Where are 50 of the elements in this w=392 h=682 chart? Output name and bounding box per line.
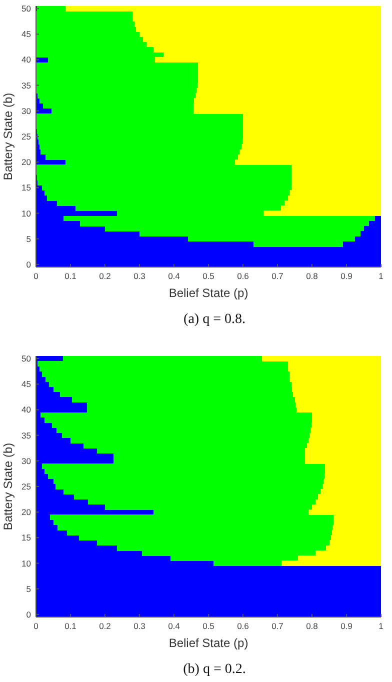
y-tick-label: 35: [22, 80, 32, 90]
x-tick-label: 0.7: [272, 621, 284, 631]
y-tick-label: 45: [22, 29, 32, 40]
y-tick-label: 25: [22, 482, 32, 492]
y-axis-title: Battery State (b): [1, 442, 15, 530]
y-tick-label: 5: [26, 584, 32, 594]
y-tick-label: 25: [22, 132, 32, 142]
y-tick-label: 5: [26, 234, 32, 244]
x-tick-label: 0.2: [99, 621, 112, 631]
y-tick-label: 15: [22, 182, 32, 193]
x-tick-label: 0.4: [168, 271, 180, 281]
y-tick-label: 0: [26, 259, 32, 270]
x-axis-title: Belief State (p): [168, 286, 248, 300]
x-tick-label: 1: [378, 271, 384, 281]
x-tick-label: 0: [34, 271, 39, 281]
y-axis-title: Battery State (b): [1, 92, 15, 180]
x-tick-label: 0.7: [272, 271, 284, 281]
x-tick-label: 0.5: [202, 271, 215, 281]
y-tick-label: 20: [22, 507, 32, 518]
y-tick-label: 15: [22, 532, 32, 543]
x-tick-label: 0.4: [168, 621, 180, 631]
x-tick-label: 0.1: [64, 271, 77, 281]
x-tick-label: 0.6: [237, 621, 250, 631]
x-tick-label: 0.2: [99, 271, 112, 281]
x-tick-label: 0.8: [306, 271, 318, 281]
x-tick-label: 0: [34, 621, 39, 631]
x-tick-label: 0.8: [306, 621, 318, 631]
y-tick-label: 45: [22, 379, 32, 390]
x-axis-title: Belief State (p): [168, 636, 248, 650]
text: (b) q = 0.2.: [183, 662, 246, 677]
y-tick-label: 50: [22, 354, 32, 364]
x-tick-label: 0.3: [134, 621, 146, 631]
text: (a) q = 0.8.: [184, 312, 246, 327]
y-tick-label: 35: [22, 430, 32, 440]
y-tick-label: 40: [22, 54, 32, 65]
y-tick-label: 20: [22, 157, 32, 168]
y-tick-label: 50: [22, 4, 32, 14]
y-tick-label: 0: [26, 609, 32, 620]
x-tick-label: 0.9: [340, 621, 353, 631]
x-tick-label: 0.1: [64, 621, 77, 631]
x-tick-label: 1: [378, 621, 384, 631]
y-tick-label: 30: [22, 456, 32, 466]
y-tick-label: 10: [22, 558, 32, 568]
y-tick-label: 30: [22, 106, 32, 116]
y-tick-label: 10: [22, 208, 32, 218]
x-tick-label: 0.6: [237, 271, 250, 281]
x-tick-label: 0.3: [134, 271, 146, 281]
x-tick-label: 0.9: [340, 271, 353, 281]
x-tick-label: 0.5: [202, 621, 215, 631]
y-tick-label: 40: [22, 404, 32, 415]
